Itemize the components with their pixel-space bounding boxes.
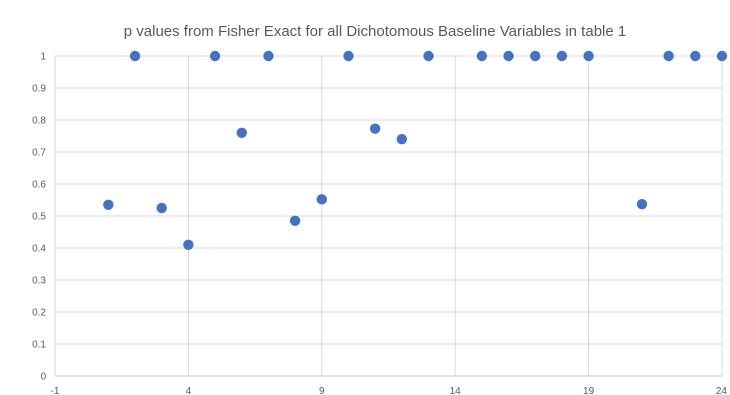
grid [54, 55, 723, 377]
y-tick-label: 0 [40, 372, 46, 383]
data-point [156, 202, 167, 214]
x-tick-label: 24 [716, 386, 728, 395]
x-tick-label: 19 [583, 386, 595, 395]
x-tick-label: 4 [186, 386, 192, 395]
data-point [476, 50, 488, 62]
data-point [263, 50, 274, 62]
x-tick-label: -1 [51, 386, 60, 395]
data-point [343, 50, 354, 62]
y-tick-label: 0.4 [32, 244, 46, 255]
data-point [396, 134, 408, 145]
data-point [236, 127, 247, 138]
data-point [103, 199, 114, 210]
y-axis-tick-labels: 0 0.1 0.2 0.3 0.4 0.5 0.6 0.7 0.8 0.9 1 [32, 52, 46, 383]
data-point [129, 50, 141, 62]
data-point [663, 50, 674, 62]
y-tick-label: 1 [40, 52, 46, 63]
y-tick-label: 0.2 [32, 308, 46, 319]
y-tick-label: 0.1 [32, 340, 46, 351]
data-point [316, 194, 327, 205]
y-tick-label: 0.8 [32, 116, 46, 127]
data-point [530, 50, 541, 62]
data-point [556, 50, 568, 62]
data-point [289, 215, 301, 226]
y-tick-label: 0.3 [32, 276, 46, 287]
data-point [209, 50, 221, 62]
data-point [690, 50, 701, 62]
data-point [183, 239, 194, 250]
data-point [369, 123, 381, 134]
data-point [716, 50, 728, 62]
data-point [503, 50, 514, 62]
y-tick-label: 0.6 [32, 180, 46, 191]
data-points [103, 50, 728, 250]
y-tick-label: 0.5 [32, 212, 46, 223]
data-point [583, 50, 594, 62]
data-point [423, 50, 434, 62]
x-axis-tick-labels: -1 4 9 14 19 24 [51, 386, 728, 395]
x-tick-label: 9 [319, 386, 325, 395]
y-tick-label: 0.9 [32, 84, 46, 95]
data-point [636, 198, 648, 210]
x-tick-label: 14 [450, 386, 462, 395]
y-tick-label: 0.7 [32, 148, 46, 159]
chart-title: p values from Fisher Exact for all Dicho… [124, 23, 626, 40]
